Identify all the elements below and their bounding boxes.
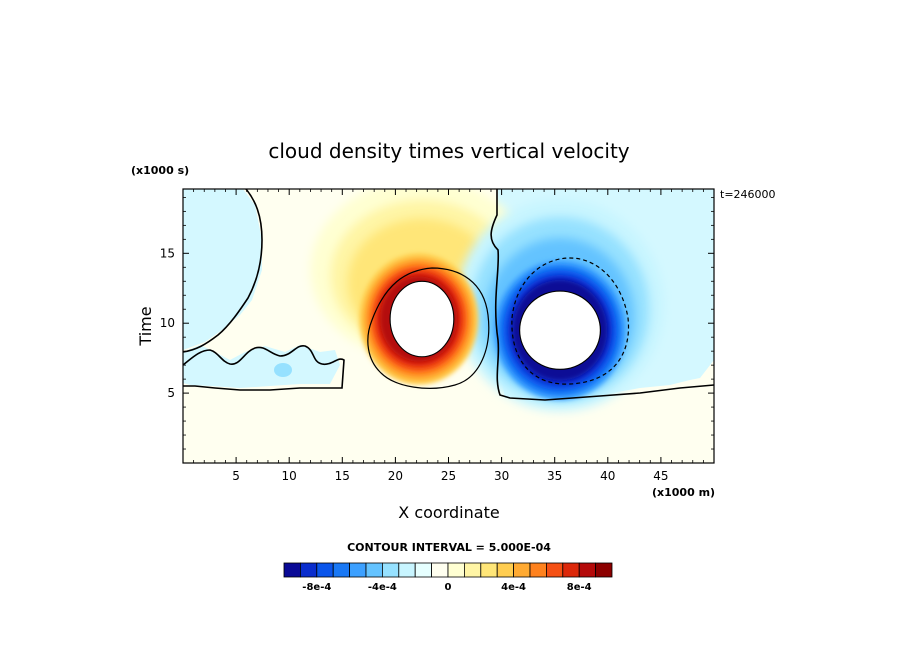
left-negative-strip xyxy=(183,345,340,388)
x-tick-label: 20 xyxy=(388,469,403,483)
y-tick-label: 10 xyxy=(160,316,175,330)
colorbar-cell xyxy=(316,562,334,578)
y-axis: 5 10 15 xyxy=(160,196,714,450)
colorbar-cell xyxy=(283,562,301,578)
x-tick-label: 5 xyxy=(232,469,240,483)
positive-core xyxy=(389,280,455,358)
negative-contour xyxy=(511,257,630,385)
colorbar-label: 8e-4 xyxy=(567,582,592,593)
colorbar-cell xyxy=(463,562,482,578)
zero-contour-center xyxy=(490,189,714,401)
colorbar-label: -4e-4 xyxy=(368,582,397,593)
blob-layer xyxy=(310,189,665,412)
colorbar-cell xyxy=(546,562,564,578)
x-axis-label: X coordinate xyxy=(398,503,499,522)
y-tick-label: 15 xyxy=(160,246,175,260)
colorbar-cell xyxy=(447,562,465,578)
colorbar-labels: -8e-4 -4e-4 0 4e-4 8e-4 xyxy=(302,582,591,593)
x-tick-label: 15 xyxy=(335,469,350,483)
colorbar-cell xyxy=(513,562,531,578)
y-tick-label: 5 xyxy=(167,386,175,400)
colorbar-cell xyxy=(431,562,449,578)
x-tick-label: 10 xyxy=(282,469,297,483)
colorbar-label: -8e-4 xyxy=(302,582,331,593)
colorbar-label: 4e-4 xyxy=(501,582,526,593)
x-unit-label: (x1000 m) xyxy=(652,486,715,499)
colorbar xyxy=(283,562,613,578)
colorbar-cell xyxy=(529,562,547,578)
colorbar-cell xyxy=(562,562,580,578)
x-axis: 5 10 15 20 25 30 35 40 45 xyxy=(193,189,704,483)
left-negative-region xyxy=(183,189,262,350)
x-tick-label: 40 xyxy=(600,469,615,483)
negative-core xyxy=(519,290,601,370)
colorbar-cell xyxy=(299,562,318,578)
chart-title: cloud density times vertical velocity xyxy=(268,139,629,163)
x-tick-label: 25 xyxy=(441,469,456,483)
colorbar-cell xyxy=(398,562,416,578)
colorbar-cell xyxy=(349,562,367,578)
colorbar-cell xyxy=(480,562,498,578)
x-tick-label: 35 xyxy=(547,469,562,483)
colorbar-cell xyxy=(365,562,383,578)
left-negative-spot xyxy=(274,363,292,377)
time-label: t=246000 xyxy=(720,188,776,201)
colorbar-cell xyxy=(496,562,515,578)
x-tick-label: 45 xyxy=(653,469,668,483)
contour-interval: CONTOUR INTERVAL = 5.000E-04 xyxy=(347,541,551,554)
colorbar-label: 0 xyxy=(445,582,452,593)
contour-layer xyxy=(183,189,714,401)
x-tick-label: 30 xyxy=(494,469,509,483)
zero-contour xyxy=(183,189,263,353)
colorbar-cell xyxy=(578,562,597,578)
colorbar-cell xyxy=(381,562,400,578)
colorbar-cell xyxy=(595,562,613,578)
y-unit-label: (x1000 s) xyxy=(131,164,189,177)
positive-contour xyxy=(367,267,490,389)
zero-contour-lower xyxy=(183,345,345,391)
y-axis-label: Time xyxy=(136,306,155,346)
colorbar-cell xyxy=(414,562,433,578)
colorbar-cell xyxy=(332,562,351,578)
